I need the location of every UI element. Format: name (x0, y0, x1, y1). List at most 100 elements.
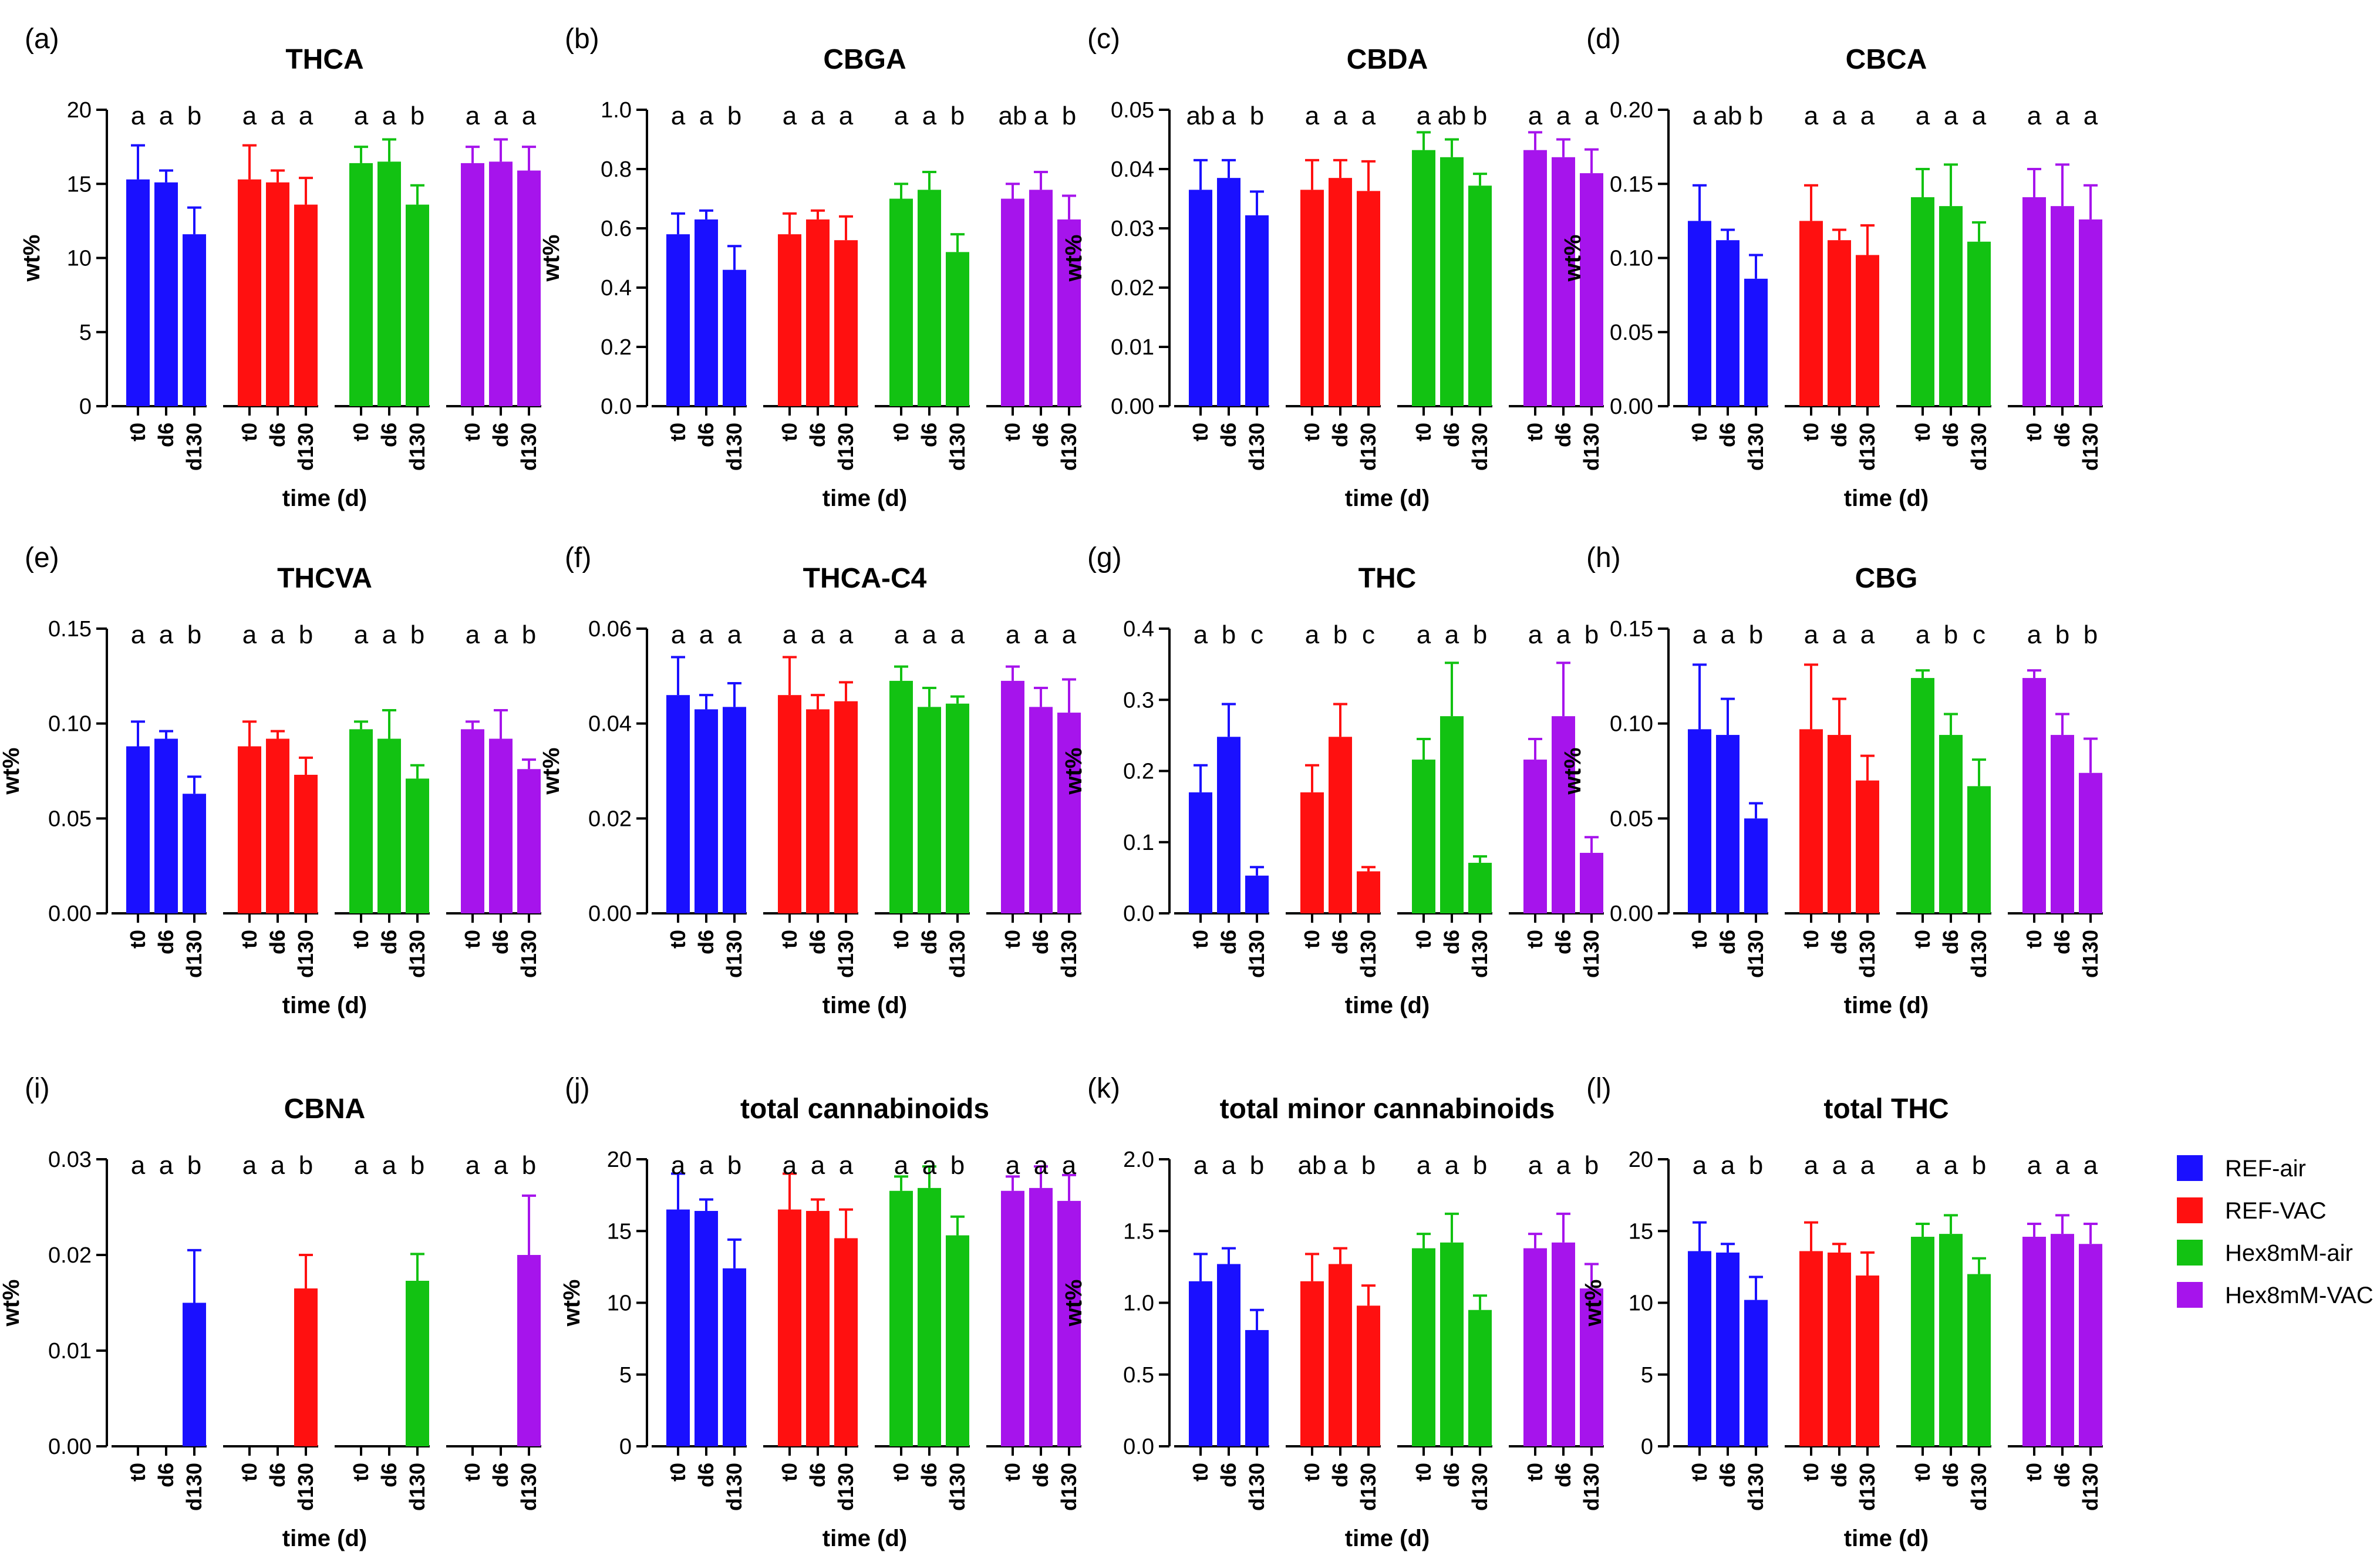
bar-Hex8mM-air-d130 (406, 778, 429, 913)
y-tick-label: 1.0 (601, 98, 632, 123)
x-tick-label: t0 (2022, 423, 2046, 441)
x-axis-label: time (d) (1345, 993, 1430, 1018)
y-tick-label: 0.01 (1111, 335, 1154, 360)
legend-label: Hex8mM-air (2225, 1240, 2353, 1266)
significance-letter: c (1973, 620, 1985, 649)
bar-REF-VAC-d130 (834, 240, 858, 406)
x-tick-label: t0 (889, 930, 913, 949)
significance-letter: a (1556, 102, 1571, 130)
y-tick-label: 5 (1641, 1363, 1653, 1388)
bar-Hex8mM-air-d130 (946, 1235, 969, 1446)
significance-letter: a (2084, 102, 2098, 130)
bar-REF-air-d130 (1245, 1329, 1269, 1446)
bar-REF-VAC-t0 (1300, 190, 1324, 406)
y-tick-label: 15 (607, 1219, 632, 1244)
bar-Hex8mM-VAC-d130 (1057, 713, 1081, 913)
x-tick-label: d6 (377, 930, 401, 954)
bar-Hex8mM-air-t0 (889, 680, 913, 913)
x-tick-label: d130 (2078, 1463, 2102, 1511)
x-tick-label: d6 (1440, 423, 1464, 447)
bar-Hex8mM-air-t0 (889, 198, 913, 406)
x-tick-label: d6 (1029, 930, 1053, 954)
bar-Hex8mM-VAC-d130 (1580, 173, 1603, 406)
significance-letter: a (1860, 1151, 1875, 1180)
y-axis-label: wt% (1560, 748, 1586, 795)
chart-title: CBG (1855, 563, 1918, 594)
chart-title: total THC (1823, 1094, 1949, 1125)
y-tick-label: 0.2 (1123, 760, 1154, 784)
y-tick-label: 0.00 (1610, 902, 1653, 926)
x-tick-label: d130 (945, 1463, 969, 1511)
significance-letter: a (783, 102, 797, 130)
significance-letter: ab (1714, 102, 1742, 130)
significance-letter: b (522, 1151, 536, 1180)
x-tick-label: d6 (1939, 423, 1963, 447)
significance-letter: a (727, 620, 742, 649)
x-tick-label: t0 (1523, 930, 1547, 949)
x-tick-label: d6 (1029, 423, 1053, 447)
significance-letter: a (131, 620, 146, 649)
x-tick-label: t0 (1411, 423, 1435, 441)
significance-letter: a (382, 620, 397, 649)
significance-letter: a (1916, 1151, 1930, 1180)
bar-REF-air-t0 (126, 179, 150, 406)
significance-letter: b (1333, 620, 1347, 649)
chart-panel-7: (g) THC 0.0 0.1 0.2 0.3 0.4 wt% t0 a d6 b d130 c t0 a d6… (1061, 542, 1604, 1018)
bar-Hex8mM-VAC-d6 (489, 161, 513, 406)
bar-REF-VAC-d6 (1828, 240, 1851, 406)
significance-letter: a (1721, 1151, 1735, 1180)
x-tick-label: d130 (517, 1463, 541, 1511)
significance-letter: a (783, 620, 797, 649)
significance-letter: a (1832, 620, 1847, 649)
bar-REF-air-t0 (1688, 729, 1711, 913)
bar-REF-air-t0 (666, 234, 690, 406)
significance-letter: b (1972, 1151, 1986, 1180)
significance-letter: a (1034, 1151, 1049, 1180)
x-tick-label: d130 (294, 1463, 318, 1511)
bar-REF-VAC-d6 (1828, 1252, 1851, 1446)
bar-REF-VAC-d6 (1329, 178, 1352, 406)
significance-letter: b (727, 102, 741, 130)
panel-letter: (a) (25, 23, 59, 55)
x-tick-label: d6 (377, 423, 401, 447)
bar-Hex8mM-VAC-t0 (461, 163, 484, 406)
bar-Hex8mM-VAC-d6 (1552, 716, 1575, 913)
bar-Hex8mM-VAC-t0 (2022, 678, 2046, 913)
bar-Hex8mM-air-d130 (1468, 185, 1492, 406)
x-tick-label: d130 (1057, 930, 1081, 978)
x-axis-label: time (d) (282, 1526, 367, 1551)
x-tick-label: d6 (1440, 930, 1464, 954)
y-tick-label: 20 (607, 1148, 632, 1172)
bar-Hex8mM-VAC-d6 (1029, 707, 1053, 913)
chart-panel-2: (b) CBGA 0.0 0.2 0.4 0.6 0.8 1.0 wt% t0 a d6 a d130 b t… (538, 23, 1081, 511)
bar-REF-air-d6 (695, 1211, 718, 1446)
panel-letter: (k) (1087, 1073, 1120, 1104)
bar-Hex8mM-air-d130 (946, 252, 969, 406)
x-tick-label: t0 (1910, 423, 1934, 441)
bar-Hex8mM-VAC-t0 (1523, 150, 1547, 406)
bar-Hex8mM-air-d6 (377, 738, 401, 913)
bar-Hex8mM-VAC-d130 (517, 769, 541, 913)
significance-letter: b (1250, 1151, 1264, 1180)
x-tick-label: d6 (154, 1463, 178, 1487)
bar-Hex8mM-air-d6 (1440, 1242, 1464, 1446)
x-tick-label: d130 (1245, 423, 1269, 471)
x-tick-label: t0 (1799, 423, 1823, 441)
x-tick-label: d130 (945, 423, 969, 471)
x-tick-label: t0 (460, 930, 484, 949)
bar-Hex8mM-air-d6 (1939, 1234, 1963, 1446)
significance-letter: a (2027, 620, 2042, 649)
y-tick-label: 0.3 (1123, 688, 1154, 713)
bar-Hex8mM-VAC-t0 (1001, 1190, 1024, 1446)
bar-Hex8mM-VAC-d130 (1057, 1200, 1081, 1446)
bar-REF-VAC-d130 (1357, 871, 1380, 913)
significance-letter: a (1556, 620, 1571, 649)
chart-panel-3: (c)CBDA0.000.010.020.030.040.05wt%t0abd6… (1061, 23, 1604, 511)
x-tick-label: t0 (777, 423, 801, 441)
y-tick-label: 0.00 (588, 902, 632, 926)
significance-letter: a (1916, 620, 1930, 649)
y-tick-label: 0.00 (48, 1435, 92, 1459)
bar-REF-air-d130 (723, 1268, 746, 1446)
significance-letter: a (894, 102, 909, 130)
x-tick-label: d130 (945, 930, 969, 978)
